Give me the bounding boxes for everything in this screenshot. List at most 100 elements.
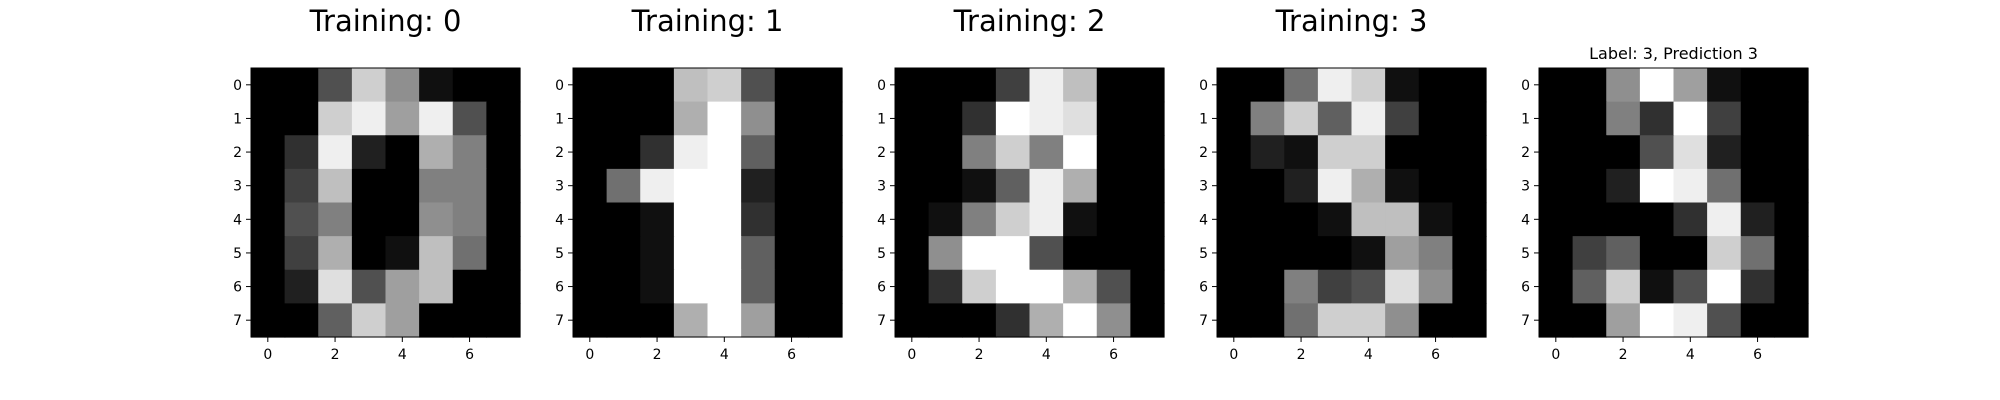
pixel-cell	[1385, 269, 1420, 304]
pixel-cell	[606, 135, 641, 170]
pixel-cell	[1029, 68, 1064, 103]
pixel-cell	[928, 168, 963, 204]
pixel-cell	[1284, 202, 1319, 237]
pixel-cell	[640, 236, 675, 271]
pixel-cell	[318, 202, 353, 237]
x-tick-label: 6	[787, 347, 796, 363]
pixel-cell	[1740, 303, 1775, 338]
y-tick-label: 0	[233, 78, 242, 94]
y-tick-label: 2	[1521, 145, 1530, 161]
pixel-cell	[1707, 303, 1742, 338]
pixel-cell	[1385, 135, 1420, 170]
pixel-cell	[1452, 202, 1487, 237]
pixel-cell	[1707, 68, 1742, 103]
y-tick-label: 2	[877, 145, 886, 161]
pixel-cell	[1250, 269, 1285, 304]
x-tick-label: 2	[975, 347, 984, 363]
pixel-cell	[774, 236, 809, 271]
pixel-cell	[1029, 135, 1064, 170]
pixel-cell	[962, 135, 997, 170]
x-tick-label: 2	[331, 347, 340, 363]
pixel-cell	[741, 202, 776, 237]
pixel-cell	[895, 269, 930, 304]
pixel-cell	[1130, 101, 1165, 136]
pixel-cell	[419, 168, 454, 204]
pixel-cell	[606, 269, 641, 304]
y-tick-label: 6	[1199, 280, 1208, 296]
pixel-cell	[1639, 168, 1675, 204]
pixel-cell	[1317, 202, 1353, 237]
y-tick-label: 3	[877, 179, 886, 195]
pixel-cell	[1385, 236, 1420, 271]
x-tick-label: 4	[1686, 347, 1695, 363]
pixel-cell	[1539, 135, 1574, 170]
y-tick-label: 1	[1199, 111, 1208, 127]
y-tick-label: 0	[555, 78, 564, 94]
pixel-cell	[486, 168, 521, 204]
pixel-cell	[1096, 303, 1131, 338]
pixel-cell	[1351, 168, 1386, 204]
pixel-cell	[995, 236, 1031, 271]
pixel-cell	[1217, 303, 1252, 338]
digit-panel-2: Training: 2 0 1 2 3 4 5 6 7 0 2 4 6	[877, 4, 1165, 363]
pixel-cell	[640, 269, 675, 304]
y-tick-label: 7	[877, 313, 886, 329]
pixel-cell	[251, 202, 286, 237]
pixel-cell	[895, 303, 930, 338]
pixel-cell	[673, 269, 709, 304]
pixel-cell	[486, 135, 521, 170]
pixel-cell	[774, 68, 809, 103]
y-tick-label: 6	[877, 280, 886, 296]
pixel-cell	[1606, 101, 1641, 136]
pixel-cell	[1639, 303, 1675, 338]
y-tick-label: 1	[1521, 111, 1530, 127]
pixel-cell	[1707, 236, 1742, 271]
pixel-cell	[1351, 269, 1386, 304]
pixel-cell	[808, 135, 843, 170]
pixel-cell	[707, 168, 742, 204]
pixel-cell	[707, 135, 742, 170]
digit-panel-4: Label: 3, Prediction 3 0 1 2 3 4 5 6 7 0 2 4 6	[1521, 44, 1809, 363]
pixel-cell	[284, 269, 319, 304]
pixel-cell	[573, 303, 608, 338]
pixel-cell	[1317, 236, 1353, 271]
pixel-cell	[673, 236, 709, 271]
pixel-cell	[351, 135, 387, 170]
pixel-cell	[452, 202, 487, 237]
pixel-cell	[251, 168, 286, 204]
pixel-cell	[1096, 202, 1131, 237]
digit-panel-0: Training: 0 0 1 2 3 4 5 6 7 0 2 4 6	[233, 4, 521, 363]
pixel-cell	[1418, 68, 1453, 103]
pixel-cell	[1673, 101, 1708, 136]
y-tick-label: 2	[1199, 145, 1208, 161]
y-tick-label: 0	[1521, 78, 1530, 94]
y-tick-label: 7	[1521, 313, 1530, 329]
y-tick-label: 2	[233, 145, 242, 161]
pixel-cell	[1452, 101, 1487, 136]
pixel-cell	[385, 68, 420, 103]
pixel-cell	[1250, 202, 1285, 237]
pixel-cell	[251, 269, 286, 304]
pixel-cell	[1452, 269, 1487, 304]
pixel-cell	[1418, 303, 1453, 338]
pixel-cell	[251, 68, 286, 103]
pixel-cell	[452, 168, 487, 204]
pixel-cell	[419, 269, 454, 304]
pixel-cell	[673, 101, 709, 136]
pixel-cell	[318, 168, 353, 204]
pixel-cell	[1740, 101, 1775, 136]
pixel-cell	[1351, 202, 1386, 237]
pixel-cell	[1096, 236, 1131, 271]
pixel-cell	[1317, 168, 1353, 204]
pixel-cell	[707, 68, 742, 103]
pixel-cell	[452, 135, 487, 170]
pixel-cell	[1385, 101, 1420, 136]
pixel-cell	[1317, 269, 1353, 304]
x-tick-label: 0	[907, 347, 916, 363]
pixel-cell	[1096, 68, 1131, 103]
pixel-cell	[1284, 135, 1319, 170]
pixel-cell	[1572, 269, 1607, 304]
pixel-cell	[1130, 236, 1165, 271]
pixel-cell	[1539, 101, 1574, 136]
